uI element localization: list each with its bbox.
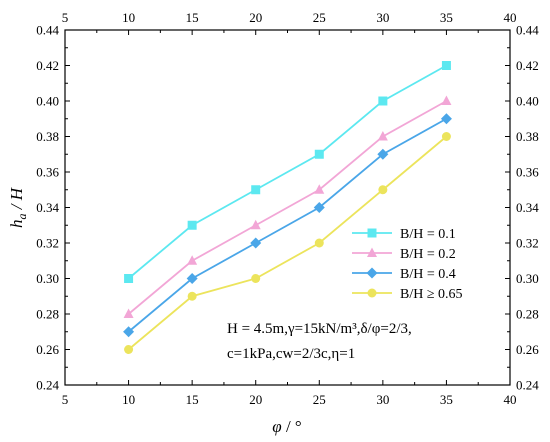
series-4 — [124, 132, 451, 354]
y-tick-label-left: 0.30 — [36, 271, 59, 286]
data-point — [250, 237, 262, 249]
data-point — [314, 238, 324, 248]
series-line — [127, 135, 448, 351]
data-point — [313, 202, 325, 213]
x-tick-label-bottom: 20 — [249, 392, 262, 407]
x-tick-label-top: 15 — [186, 10, 199, 25]
legend-item: B/H = 0.1 — [352, 227, 456, 242]
annotation-line-2: c=1kPa,cw=2/3c,η=1 — [227, 346, 355, 362]
x-tick-label-top: 20 — [249, 10, 262, 25]
data-point — [441, 95, 452, 105]
x-tick-label-bottom: 15 — [186, 392, 199, 407]
x-tick-label-top: 25 — [313, 10, 326, 25]
x-tick-label-bottom: 10 — [122, 392, 135, 407]
x-tick-label-top: 35 — [440, 10, 453, 25]
data-point — [440, 113, 452, 125]
legend-label: B/H = 0.4 — [400, 267, 456, 282]
y-tick-label-right: 0.26 — [516, 342, 539, 357]
y-tick-label-right: 0.40 — [516, 94, 539, 109]
x-tick-label-top: 5 — [62, 10, 69, 25]
legend-swatch-marker — [367, 228, 377, 238]
data-point — [187, 255, 198, 265]
x-axis-symbol: φ — [272, 417, 281, 436]
y-tick-label-left: 0.26 — [36, 342, 59, 357]
y-tick-label-left: 0.38 — [36, 129, 59, 144]
legend-label: B/H = 0.2 — [400, 247, 456, 262]
y-tick-label-right: 0.34 — [516, 200, 539, 215]
y-tick-label-left: 0.40 — [36, 94, 59, 109]
series-line — [127, 100, 447, 315]
y-axis-rest: / H — [7, 186, 26, 213]
data-point — [186, 273, 198, 284]
y-tick-label-right: 0.36 — [516, 165, 539, 180]
legend-item: B/H = 0.4 — [352, 267, 456, 282]
data-point — [314, 184, 325, 194]
y-tick-label-right: 0.44 — [516, 23, 539, 38]
x-tick-label-top: 10 — [122, 10, 135, 25]
legend-swatch-marker — [366, 267, 378, 279]
legend: B/H = 0.1 B/H = 0.2 B/H = 0.4 B/H ≥ 0.65 — [352, 227, 463, 302]
data-point — [187, 220, 197, 230]
data-point — [378, 96, 388, 106]
data-point — [377, 148, 389, 160]
legend-swatch-marker — [367, 247, 377, 257]
data-point — [314, 149, 324, 159]
x-tick-label-bottom: 25 — [313, 392, 326, 407]
x-tick-label-bottom: 40 — [504, 392, 517, 407]
series-2 — [123, 95, 452, 318]
data-point — [441, 61, 451, 70]
y-tick-label-right: 0.42 — [516, 58, 539, 73]
y-tick-label-left: 0.24 — [36, 378, 59, 393]
y-tick-label-right: 0.32 — [516, 236, 539, 251]
x-tick-label-bottom: 35 — [440, 392, 453, 407]
x-axis-title: φ / ° — [272, 417, 301, 436]
legend-label: B/H ≥ 0.65 — [400, 287, 463, 302]
x-axis-unit: / ° — [282, 417, 302, 436]
series-1 — [124, 61, 451, 283]
legend-label: B/H = 0.1 — [400, 227, 456, 242]
legend-item: B/H = 0.2 — [352, 247, 456, 262]
data-point — [251, 274, 261, 283]
annotation-line-1: H = 4.5m,γ=15kN/m³,δ/φ=2/3, — [227, 321, 412, 337]
x-tick-label-top: 30 — [376, 10, 389, 25]
y-tick-label-right: 0.38 — [516, 129, 539, 144]
data-point — [123, 326, 135, 338]
data-point — [441, 132, 451, 141]
x-tick-label-bottom: 30 — [376, 392, 389, 407]
y-tick-label-right: 0.24 — [516, 378, 539, 393]
series-line — [127, 117, 447, 333]
data-point — [124, 345, 134, 354]
y-tick-label-left: 0.32 — [36, 236, 59, 251]
legend-swatch-marker — [367, 288, 377, 298]
data-point — [123, 308, 134, 318]
y-tick-label-left: 0.36 — [36, 165, 59, 180]
data-point — [250, 219, 261, 230]
data-point — [377, 131, 388, 141]
y-tick-label-left: 0.34 — [36, 200, 59, 215]
y-tick-label-left: 0.28 — [36, 307, 59, 322]
x-tick-label-top: 40 — [504, 10, 517, 25]
x-tick-label-bottom: 5 — [62, 392, 69, 407]
y-axis-title: ha / H — [7, 186, 29, 228]
legend-item: B/H ≥ 0.65 — [352, 287, 463, 302]
data-point — [187, 291, 197, 301]
y-axis-subscript: a — [15, 214, 29, 220]
y-tick-label-right: 0.28 — [516, 307, 539, 322]
data-point — [251, 185, 261, 195]
y-tick-label-right: 0.30 — [516, 271, 539, 286]
series-3 — [123, 113, 452, 338]
series-layer — [123, 61, 452, 354]
series-line — [127, 64, 447, 280]
data-point — [124, 274, 134, 283]
y-tick-label-left: 0.42 — [36, 58, 59, 73]
y-axis-symbol: h — [7, 220, 26, 229]
y-tick-label-left: 0.44 — [36, 23, 59, 38]
data-point — [378, 185, 388, 195]
